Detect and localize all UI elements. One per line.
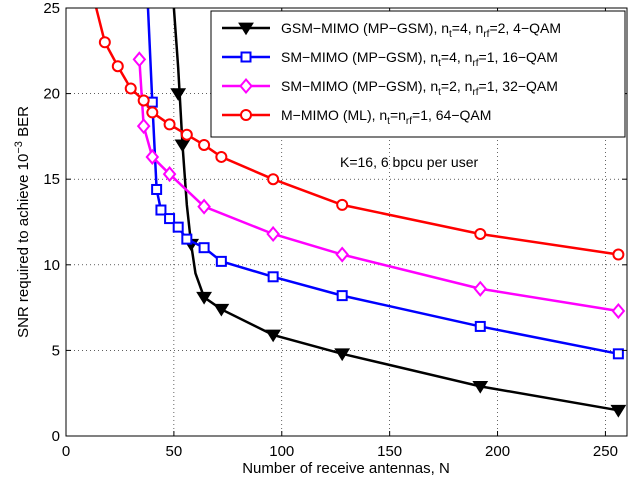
legend-text-part: =4, n bbox=[452, 20, 484, 36]
y-tick-label: 25 bbox=[43, 0, 60, 17]
series-2-point bbox=[164, 213, 176, 225]
legend-text-part: SM−MIMO (MP−GSM), n bbox=[281, 49, 438, 65]
legend-subscript: rf bbox=[406, 116, 412, 127]
legend-text-part: =1, 32−QAM bbox=[479, 78, 558, 94]
y-tick-label: 0 bbox=[52, 428, 60, 445]
series-2-point bbox=[336, 290, 348, 302]
series-4 bbox=[94, 8, 625, 261]
series-4-point bbox=[137, 94, 150, 107]
series-3-point bbox=[473, 280, 488, 297]
y-axis-label-tail: BER bbox=[15, 106, 32, 141]
series-2-point bbox=[198, 242, 210, 254]
series-4-point bbox=[215, 150, 228, 163]
series-1-point bbox=[265, 329, 282, 343]
legend-marker-2 bbox=[240, 51, 252, 63]
series-1-point bbox=[170, 88, 187, 101]
legend-subscript: t bbox=[449, 29, 452, 40]
series-3-point bbox=[335, 246, 349, 263]
legend-subscript: t bbox=[438, 87, 441, 98]
series-2 bbox=[146, 8, 624, 360]
series-layer bbox=[94, 8, 627, 418]
x-tick-label: 50 bbox=[166, 443, 183, 460]
series-4-point bbox=[111, 60, 124, 73]
legend-entry-3: SM−MIMO (MP−GSM), nt=2, nrf=1, 32−QAM bbox=[281, 78, 558, 98]
legend-text-part: M−MIMO (ML), n bbox=[281, 107, 387, 123]
x-axis-label: Number of receive antennas, N bbox=[242, 460, 450, 477]
series-4-point bbox=[124, 82, 137, 95]
y-axis-label-main: SNR required to achieve 10 bbox=[15, 154, 32, 338]
series-1-point bbox=[334, 348, 351, 362]
series-4-point bbox=[474, 227, 487, 240]
y-tick-label: 20 bbox=[43, 86, 60, 103]
series-2-point bbox=[474, 320, 486, 332]
series-2-point bbox=[181, 233, 193, 245]
series-1-point bbox=[174, 139, 191, 153]
series-4-point bbox=[198, 138, 211, 151]
x-tick-label: 200 bbox=[485, 443, 510, 460]
series-3-point bbox=[611, 302, 626, 320]
legend-subscript: rf bbox=[472, 87, 478, 98]
series-4-point bbox=[163, 118, 176, 131]
legend-text-part: =2, n bbox=[441, 78, 473, 94]
y-tick-label: 15 bbox=[43, 171, 60, 188]
legend-subscript: t bbox=[438, 58, 441, 69]
legend-text-part: =n bbox=[390, 107, 406, 123]
y-axis-label-exponent: −3 bbox=[13, 141, 25, 154]
series-2-point bbox=[155, 204, 167, 216]
series-2-point bbox=[172, 221, 184, 233]
legend-text-part: GSM−MIMO (MP−GSM), n bbox=[281, 20, 449, 36]
legend-marker-3 bbox=[239, 77, 253, 95]
series-4-point bbox=[146, 106, 159, 119]
series-3-point bbox=[162, 166, 177, 183]
series-1-point bbox=[196, 291, 212, 305]
legend-box bbox=[210, 10, 626, 138]
series-1-point bbox=[213, 303, 230, 317]
series-1-point bbox=[472, 380, 489, 394]
plot-frame bbox=[65, 7, 628, 437]
series-4-point bbox=[180, 128, 193, 141]
series-3-point bbox=[136, 118, 151, 135]
series-3-point bbox=[145, 148, 160, 165]
series-2-point bbox=[151, 183, 163, 195]
legend-subscript: rf bbox=[472, 58, 478, 69]
series-2-point bbox=[215, 255, 227, 267]
series-3-point bbox=[132, 51, 147, 68]
x-tick-label: 0 bbox=[62, 443, 70, 460]
legend-entry-4: M−MIMO (ML), nt=nrf=1, 64−QAM bbox=[281, 107, 491, 127]
legend-subscript: t bbox=[387, 116, 390, 127]
series-3 bbox=[132, 51, 626, 320]
legend-text-part: SM−MIMO (MP−GSM), n bbox=[281, 78, 438, 94]
y-axis-label: SNR required to achieve 10−3 BER bbox=[13, 106, 32, 338]
series-4-point bbox=[267, 173, 280, 186]
legend-marker-1 bbox=[238, 22, 254, 36]
y-tick-label: 5 bbox=[52, 342, 60, 359]
legend-text-part: =1, 64−QAM bbox=[412, 107, 491, 123]
series-3-point bbox=[266, 225, 280, 243]
legend-subscript: rf bbox=[483, 29, 489, 40]
legend-entry-2: SM−MIMO (MP−GSM), nt=4, nrf=1, 16−QAM bbox=[281, 49, 558, 69]
series-2-point bbox=[612, 348, 624, 360]
x-tick-label: 250 bbox=[593, 443, 618, 460]
x-tick-label: 100 bbox=[269, 443, 294, 460]
annotation-text: K=16, 6 bpcu per user bbox=[340, 154, 478, 170]
series-3-point bbox=[197, 198, 211, 215]
series-4-point bbox=[336, 198, 349, 211]
series-1-point bbox=[610, 404, 627, 418]
series-4-point bbox=[612, 248, 625, 261]
y-tick-label: 10 bbox=[43, 257, 60, 274]
legend-text-part: =4, n bbox=[441, 49, 473, 65]
legend-text-part: =2, 4−QAM bbox=[489, 20, 561, 36]
series-2-point bbox=[267, 271, 279, 283]
series-4-point bbox=[98, 36, 111, 49]
axis-ticks: 0 50 100 150 200 250 0 5 10 15 20 25 bbox=[43, 0, 627, 460]
x-tick-label: 150 bbox=[377, 443, 402, 460]
legend-marker-4 bbox=[240, 109, 252, 121]
legend-text-part: =1, 16−QAM bbox=[479, 49, 558, 65]
legend: GSM−MIMO (MP−GSM), nt=4, nrf=2, 4−QAMSM−… bbox=[210, 10, 626, 138]
legend-entry-1: GSM−MIMO (MP−GSM), nt=4, nrf=2, 4−QAM bbox=[281, 20, 561, 40]
